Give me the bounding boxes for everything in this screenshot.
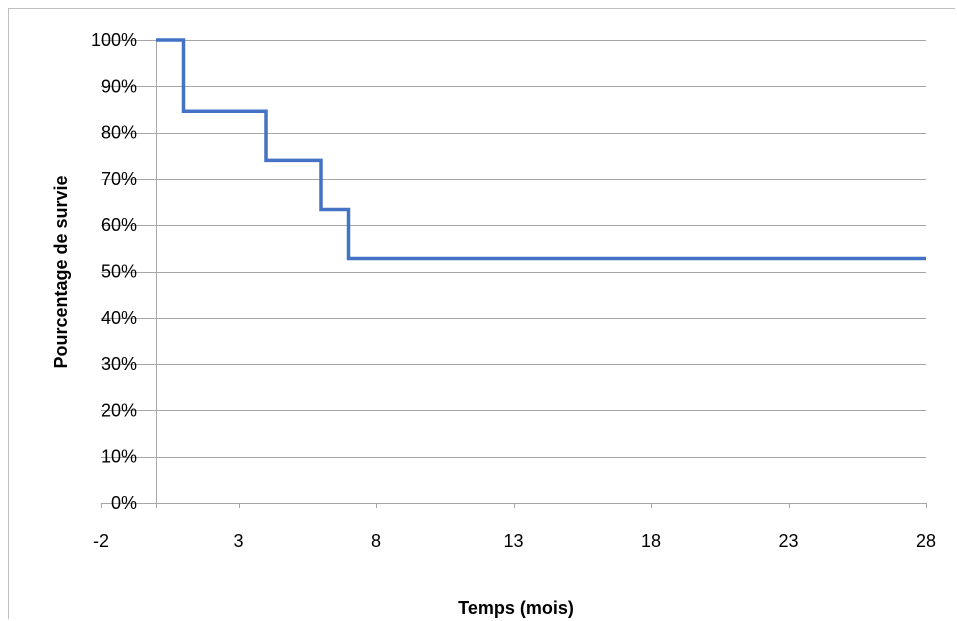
x-tick-label: 28: [916, 531, 936, 551]
x-tick-label: 18: [641, 531, 661, 551]
y-tick-label: 0%: [111, 493, 137, 513]
axes: [101, 40, 927, 508]
x-tick-labels: -2 3 8 13 18 23 28: [93, 531, 936, 551]
y-tick-label: 80%: [101, 123, 137, 143]
y-tick-label: 30%: [101, 354, 137, 374]
y-tick-label: 100%: [91, 30, 137, 50]
gridlines: [101, 40, 926, 504]
x-axis-title: Temps (mois): [458, 598, 574, 618]
chart-area: [8, 8, 955, 619]
y-tick-label: 50%: [101, 262, 137, 282]
survival-step-line: [156, 38, 926, 261]
x-tick-label: 13: [503, 531, 523, 551]
x-tick-label: -2: [93, 531, 109, 551]
y-axis-title: Pourcentage de survie: [51, 175, 71, 368]
x-tick-label: 23: [778, 531, 798, 551]
x-tick-label: 8: [371, 531, 381, 551]
y-tick-label: 40%: [101, 308, 137, 328]
y-tick-labels: 0% 10% 20% 30% 40% 50% 60% 70% 80% 90% 100%: [91, 30, 137, 513]
y-tick-label: 90%: [101, 76, 137, 96]
y-tick-label: 20%: [101, 400, 137, 420]
series-layer: [156, 38, 926, 261]
y-tick-label: 60%: [101, 215, 137, 235]
y-tick-label: 10%: [101, 447, 137, 467]
y-tick-label: 70%: [101, 169, 137, 189]
x-tick-label: 3: [233, 531, 243, 551]
